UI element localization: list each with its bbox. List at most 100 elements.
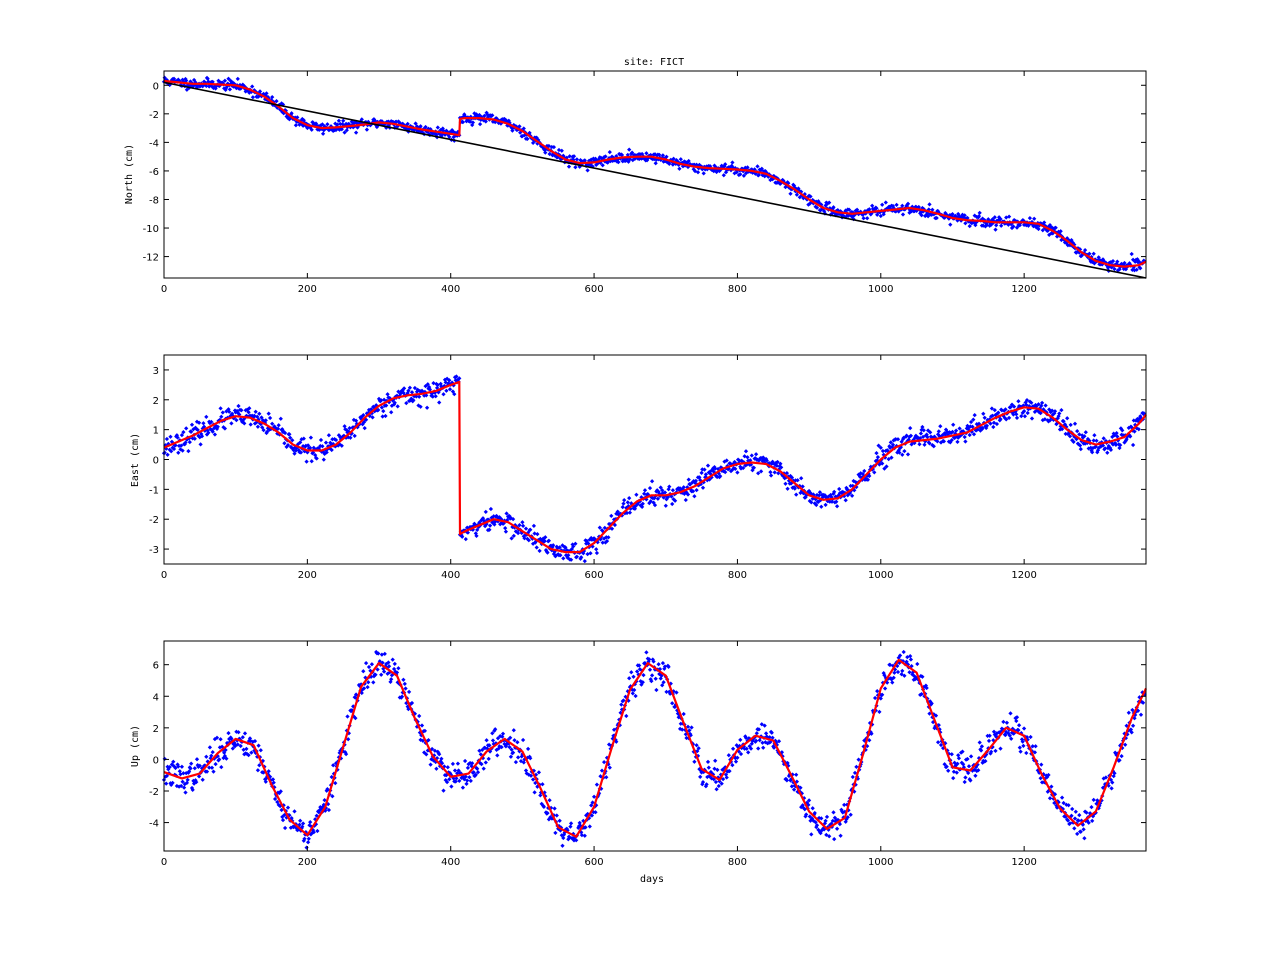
up-data-point — [810, 806, 815, 811]
up-ytick-label: 4 — [153, 692, 159, 703]
north-data-point — [551, 144, 557, 150]
north-data-point — [678, 157, 683, 162]
east-data-point — [204, 414, 209, 420]
north-data-point — [745, 165, 750, 170]
north-data-point — [919, 213, 924, 218]
north-ytick-label: -6 — [149, 167, 159, 178]
up-data-point — [441, 788, 446, 793]
up-subplot: 0 200 400 600 800 1000 1200 6 4 2 0 -2 -4 Up (cm) — [130, 640, 1147, 868]
north-data-point — [998, 216, 1003, 222]
east-data-point — [278, 416, 283, 421]
east-data-point — [843, 498, 848, 503]
north-data-point — [976, 213, 982, 219]
up-data-point — [738, 737, 743, 743]
up-axes-box — [163, 640, 1147, 852]
east-data-point — [981, 411, 986, 416]
up-data-point — [500, 731, 506, 736]
up-data-point — [900, 668, 905, 674]
up-data-point — [647, 667, 653, 672]
up-data-point — [308, 819, 313, 825]
east-xticks: 0 200 400 600 800 1000 1200 — [161, 355, 1037, 581]
north-data-point — [184, 78, 189, 83]
north-data-point — [977, 210, 982, 216]
east-data-point — [531, 523, 537, 529]
east-data-point — [972, 412, 977, 418]
east-data-point — [874, 450, 879, 456]
up-data-point — [1090, 818, 1095, 824]
east-data-point — [1072, 421, 1078, 426]
north-data-point — [880, 202, 885, 207]
east-data-point — [304, 459, 309, 464]
up-data-point — [401, 677, 406, 682]
east-data-point — [444, 388, 449, 393]
up-ytick-label: 0 — [153, 755, 159, 766]
east-data-point — [735, 470, 740, 475]
up-data-point — [557, 818, 562, 823]
up-data-point — [255, 768, 261, 773]
north-ytick-label: -4 — [149, 138, 159, 149]
up-data-point — [464, 781, 469, 787]
up-data-point — [449, 784, 454, 789]
east-data-point — [318, 437, 324, 443]
east-data-point — [253, 409, 258, 414]
up-data-point — [968, 754, 974, 759]
up-data-point — [1021, 726, 1027, 731]
up-data-point — [525, 746, 531, 752]
east-data-point — [257, 411, 262, 416]
north-data-point — [477, 121, 483, 127]
east-data-point — [627, 510, 633, 515]
north-data-point — [927, 202, 932, 207]
east-data-point — [743, 449, 749, 454]
north-data-point — [861, 216, 866, 221]
up-data-point — [1047, 796, 1053, 801]
north-data-point — [1129, 251, 1134, 257]
up-data-point — [582, 833, 587, 838]
east-data-point — [447, 387, 453, 392]
up-data-point — [361, 669, 366, 674]
up-data-point — [850, 774, 855, 780]
up-data-point — [733, 759, 739, 764]
east-data-point — [463, 536, 468, 542]
east-data-point — [962, 434, 967, 440]
east-data-point — [276, 423, 281, 428]
north-subplot: 0 200 400 600 800 1000 1200 0 -2 -4 -6 -8 -10 -12 No… — [124, 70, 1147, 295]
up-data-point — [716, 783, 721, 789]
east-data-point — [218, 406, 223, 411]
north-data-point — [808, 194, 813, 199]
up-data-point — [434, 766, 439, 771]
x-axis-label: days — [640, 874, 664, 885]
east-yticks: 3 2 1 0 -1 -2 -3 — [149, 366, 1146, 556]
north-data-point — [948, 222, 953, 227]
east-data-point — [634, 492, 639, 497]
up-data-point — [183, 790, 188, 795]
east-data-point — [1105, 450, 1110, 455]
east-data-point — [670, 488, 676, 493]
north-data-point — [814, 205, 820, 210]
east-data-point — [323, 440, 329, 445]
north-data-point — [339, 127, 344, 132]
east-fit-line — [163, 380, 1147, 554]
east-data-point — [236, 403, 241, 409]
north-data-point — [905, 201, 911, 206]
east-data-point — [326, 433, 332, 438]
up-data-point — [536, 770, 542, 775]
north-data-point — [250, 84, 255, 89]
up-data-point — [300, 821, 306, 826]
up-data-point — [1004, 720, 1010, 725]
up-data-point — [834, 826, 840, 831]
north-data-point — [250, 95, 256, 100]
up-data-point — [396, 666, 401, 671]
up-data-point — [189, 761, 194, 766]
east-data-point — [433, 394, 438, 399]
up-data-point — [633, 693, 638, 699]
up-data-point — [714, 787, 719, 792]
up-data-point — [935, 740, 941, 745]
up-data-point — [226, 730, 231, 736]
up-data-point — [285, 805, 291, 810]
north-data-point — [721, 173, 726, 178]
up-xtick-label: 0 — [161, 857, 167, 868]
north-data-point — [881, 212, 886, 217]
north-data-point — [1042, 220, 1047, 225]
up-data-point — [629, 670, 634, 675]
